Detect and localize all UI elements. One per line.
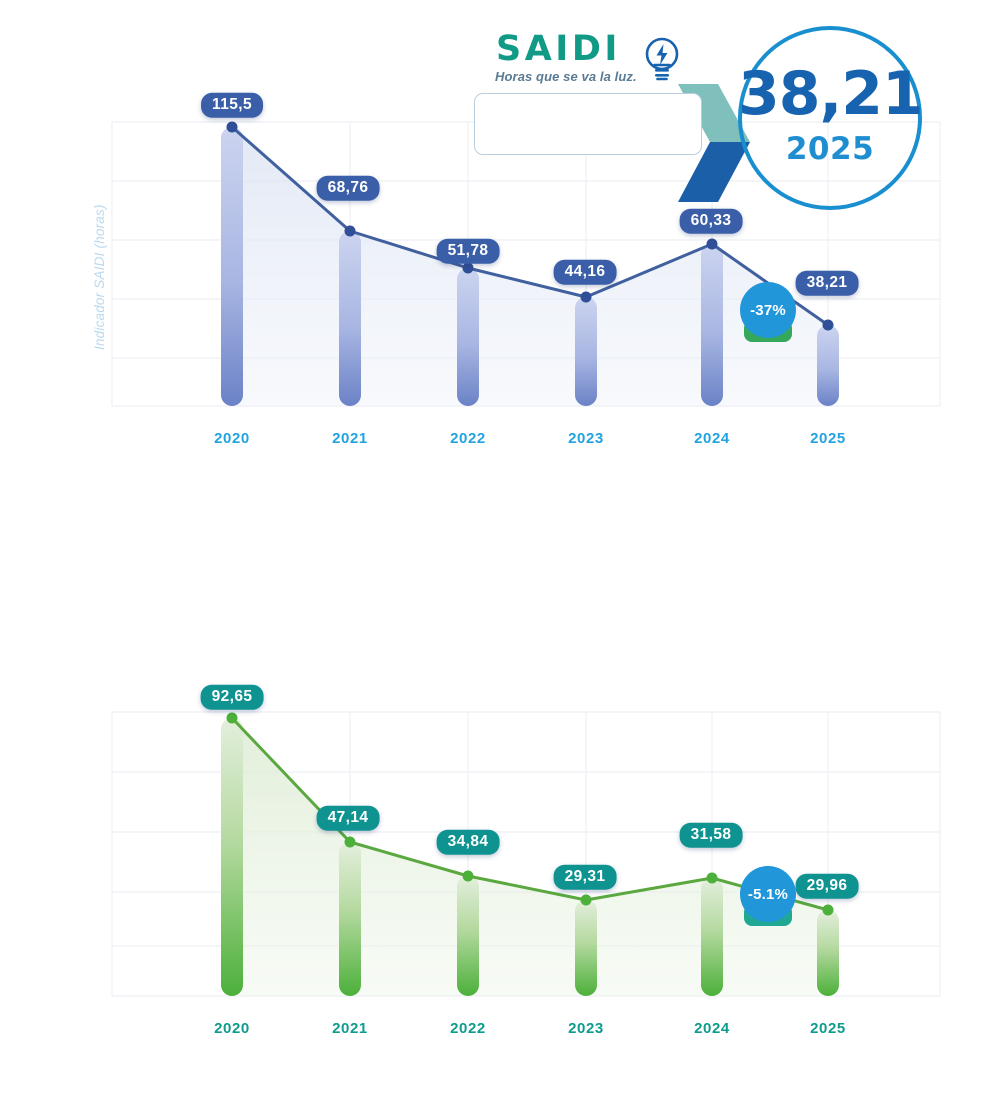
saidi-value-label-2023: 44,16 xyxy=(553,259,617,285)
saidi-badge-title: SAIDI xyxy=(496,29,621,69)
saidi-value-label-2025: 38,21 xyxy=(795,270,859,296)
saidi-x-label-2021: 2021 xyxy=(332,430,368,447)
saidi-badge-box xyxy=(474,93,702,155)
chart-saidi: Indicador SAIDI (horas) 115,5 68,76 51,7… xyxy=(0,0,1000,520)
saifi-x-label-2022: 2022 xyxy=(450,1020,486,1037)
saifi-series xyxy=(221,712,839,996)
saidi-value-label-2021: 68,76 xyxy=(316,175,380,201)
saifi-value-label-2020: 92,65 xyxy=(200,684,264,710)
chart-saifi: Indicador SAIFI (Veces) 92,65 47,14 34,8… xyxy=(0,580,1000,1099)
saidi-value-label-2022: 51,78 xyxy=(436,238,500,264)
saidi-x-label-2023: 2023 xyxy=(568,430,604,447)
saidi-badge: SAIDI Horas que se va la luz. xyxy=(474,26,946,210)
saidi-y-axis-title: Indicador SAIDI (horas) xyxy=(92,204,107,350)
saifi-variance-value: -5.1% xyxy=(740,866,796,922)
saifi-value-label-2025: 29,96 xyxy=(795,873,859,899)
saidi-x-label-2025: 2025 xyxy=(810,430,846,447)
saidi-variance-bubble: VAR. -37% xyxy=(736,282,800,354)
saidi-headline-value: 38,21 xyxy=(738,59,924,129)
saifi-x-label-2020: 2020 xyxy=(214,1020,250,1037)
saifi-value-label-2022: 34,84 xyxy=(436,829,500,855)
saidi-variance-value: -37% xyxy=(740,282,796,338)
saidi-series xyxy=(221,121,839,406)
saifi-plot-area: Indicador SAIFI (Veces) 92,65 47,14 34,8… xyxy=(0,580,1000,1099)
saifi-x-label-2023: 2023 xyxy=(568,1020,604,1037)
saidi-headline-year: 2025 xyxy=(785,131,875,167)
saidi-value-ring xyxy=(738,26,922,210)
saidi-badge-subtitle: Horas que se va la luz. xyxy=(495,69,637,84)
saifi-value-label-2024: 31,58 xyxy=(679,822,743,848)
saifi-x-label-2025: 2025 xyxy=(810,1020,846,1037)
saidi-x-label-2020: 2020 xyxy=(214,430,250,447)
lightbulb-icon xyxy=(640,34,684,91)
saidi-x-label-2024: 2024 xyxy=(694,430,730,447)
saidi-plot-area: Indicador SAIDI (horas) 115,5 68,76 51,7… xyxy=(0,0,1000,520)
saifi-value-label-2021: 47,14 xyxy=(316,805,380,831)
saidi-value-label-2024: 60,33 xyxy=(679,208,743,234)
saifi-variance-bubble: VAR. -5.1% xyxy=(736,866,800,938)
saifi-x-label-2021: 2021 xyxy=(332,1020,368,1037)
saifi-x-label-2024: 2024 xyxy=(694,1020,730,1037)
saidi-value-label-2020: 115,5 xyxy=(201,92,263,118)
saifi-value-label-2023: 29,31 xyxy=(553,864,617,890)
saidi-x-label-2022: 2022 xyxy=(450,430,486,447)
